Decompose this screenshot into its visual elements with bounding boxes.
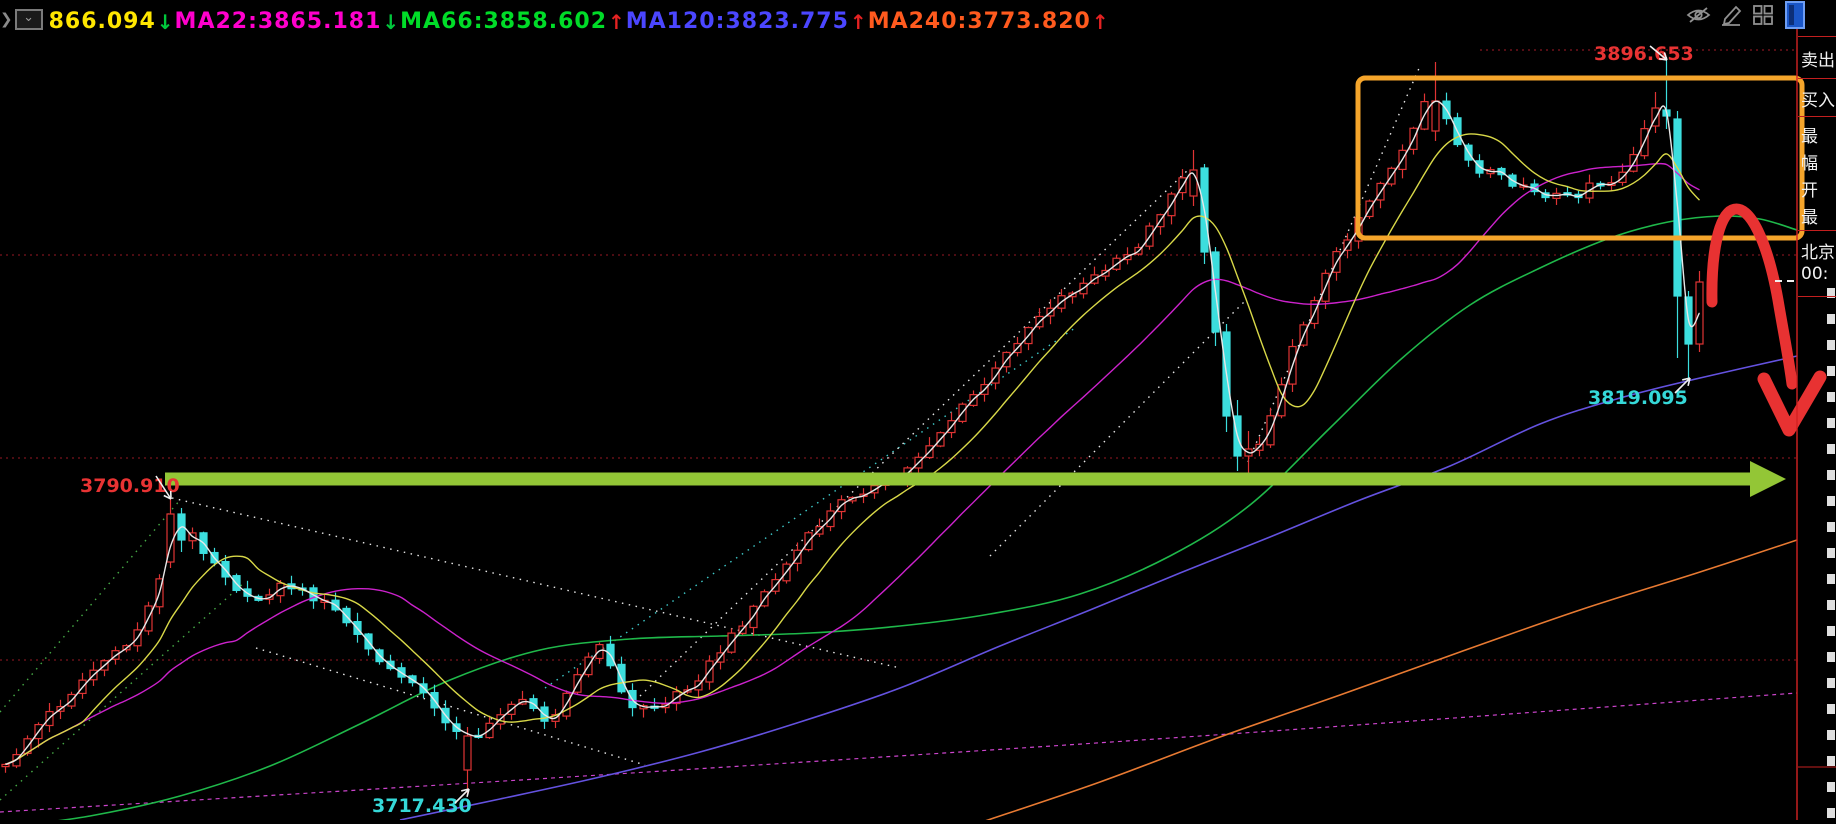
ma240-value: MA240:3773.820	[868, 10, 1091, 34]
ma-fast-value: 866.094	[49, 10, 156, 34]
time-value: 00:	[1801, 264, 1828, 284]
quote-panel: 卖出 买入 最 幅 开 最 北京 00:	[1798, 0, 1836, 820]
ma22-value: MA22:3865.181	[175, 10, 382, 34]
panel-divider	[1798, 36, 1836, 37]
price-label: 3896.653	[1594, 43, 1694, 65]
draw-pencil-icon[interactable]	[1718, 2, 1743, 28]
up-arrow-icon: ↑	[850, 10, 867, 34]
ma66-value: MA66:3858.602	[400, 10, 607, 34]
price-label: 3790.910	[80, 475, 180, 497]
up-arrow-icon: ↑	[608, 10, 625, 34]
panel-divider	[1798, 116, 1836, 117]
chart-toolbar	[1686, 2, 1807, 28]
latest-price-label: 最	[1801, 122, 1818, 147]
chevron-right-icon[interactable]: ❯	[0, 10, 13, 28]
price-label: 3717.430	[372, 795, 472, 817]
high-low-label: 最	[1801, 203, 1818, 228]
eye-icon[interactable]	[1686, 2, 1711, 28]
panel-divider	[1798, 296, 1836, 297]
open-label: 开	[1801, 176, 1818, 201]
dropdown-caret-icon[interactable]: ⌄	[15, 9, 43, 30]
grid-layout-icon[interactable]	[1750, 2, 1775, 28]
beijing-time-label: 北京	[1801, 238, 1835, 263]
price-label: 3819.095	[1588, 387, 1688, 409]
up-arrow-icon: ↑	[1092, 10, 1109, 34]
buy-quote[interactable]: 买入	[1801, 86, 1835, 111]
down-arrow-icon: ↓	[157, 10, 174, 34]
indicator-bar: ❯ ⌄ 866.094 ↓ MA22:3865.181 ↓ MA66:3858.…	[0, 0, 1110, 34]
change-label: 幅	[1801, 149, 1818, 174]
panel-divider	[1798, 230, 1836, 231]
panel-divider	[1798, 78, 1836, 79]
down-arrow-icon: ↓	[382, 10, 399, 34]
sell-quote[interactable]: 卖出	[1801, 46, 1835, 71]
ma120-value: MA120:3823.775	[626, 10, 849, 34]
